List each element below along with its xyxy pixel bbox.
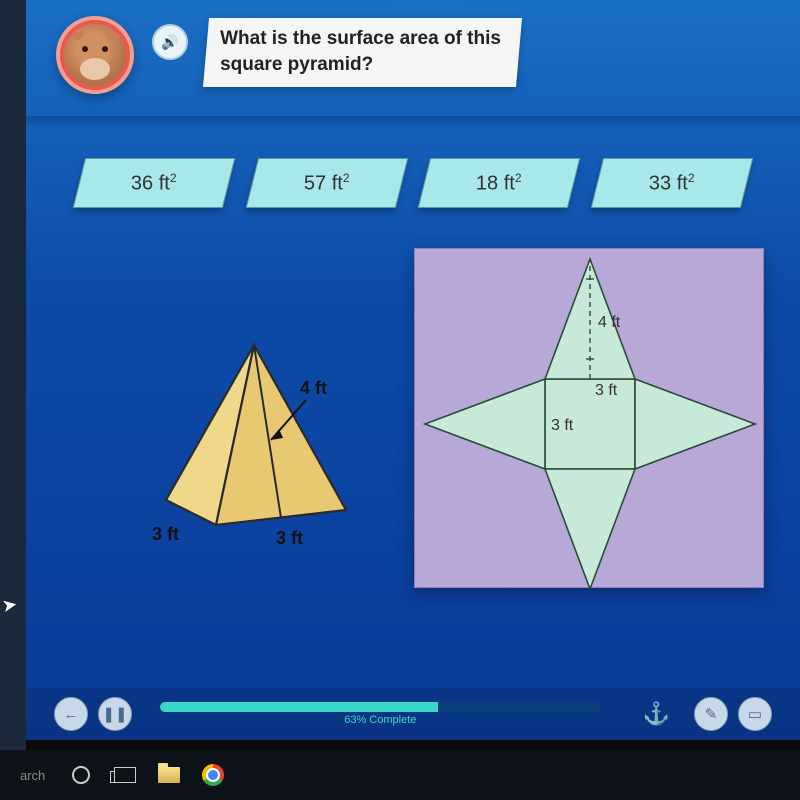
pyramid-base-right-label: 3 ft — [276, 528, 303, 549]
back-arrow-icon: ← — [64, 706, 79, 723]
file-explorer-button[interactable] — [149, 756, 189, 794]
chrome-button[interactable] — [193, 756, 233, 794]
question-line-2: square pyramid? — [220, 52, 501, 78]
chrome-icon — [202, 764, 224, 786]
question-line-1: What is the surface area of this — [220, 26, 501, 52]
question-box: What is the surface area of this square … — [203, 18, 522, 87]
answer-choice-1[interactable]: 36 ft2 — [73, 158, 235, 208]
task-view-button[interactable] — [105, 756, 145, 794]
net-left-side-label: 3 ft — [551, 417, 573, 435]
pyramid-net-panel: 4 ft 3 ft 3 ft — [414, 248, 764, 588]
progress-text: 63% Complete — [344, 714, 416, 726]
notes-button[interactable]: ▭ — [738, 697, 772, 731]
back-button[interactable]: ← — [54, 697, 88, 731]
learning-app-window: 🔊 What is the surface area of this squar… — [26, 0, 800, 740]
folder-icon — [158, 767, 180, 783]
answer-choices-row: 36 ft2 57 ft2 18 ft2 33 ft2 — [26, 158, 800, 208]
progress-bar[interactable] — [160, 702, 601, 712]
app-bottom-toolbar: ← ❚❚ 63% Complete ⚓ ✎ ▭ — [26, 688, 800, 740]
pencil-icon: ✎ — [705, 705, 718, 723]
net-top-side-label: 3 ft — [595, 382, 617, 400]
cortana-button[interactable] — [61, 756, 101, 794]
anchor-icon: ⚓ — [643, 701, 670, 727]
desktop-photo: ➤ 🔊 What is the surface area of this — [0, 0, 800, 800]
pyramid-net-svg — [415, 249, 765, 589]
pyramid-3d-figure: 4 ft 3 ft 3 ft — [136, 340, 356, 540]
left-dark-strip — [0, 0, 26, 780]
pyramid-3d-svg — [136, 340, 356, 550]
windows-taskbar: arch — [0, 750, 800, 800]
header-row: 🔊 What is the surface area of this squar… — [26, 16, 800, 94]
net-slant-label: 4 ft — [598, 314, 620, 332]
notes-icon: ▭ — [748, 705, 762, 723]
speaker-icon: 🔊 — [161, 34, 178, 51]
pyramid-base-left-label: 3 ft — [152, 524, 179, 545]
answer-choice-2[interactable]: 57 ft2 — [245, 158, 407, 208]
task-view-icon — [114, 767, 136, 783]
pause-button[interactable]: ❚❚ — [98, 697, 132, 731]
pause-icon: ❚❚ — [102, 705, 127, 723]
taskbar-search-text[interactable]: arch — [8, 768, 57, 783]
progress-fill — [160, 702, 438, 712]
progress-container: 63% Complete — [160, 702, 601, 726]
header-divider — [26, 116, 800, 126]
answer-choice-3[interactable]: 18 ft2 — [418, 158, 580, 208]
pyramid-slant-label: 4 ft — [300, 378, 327, 399]
play-audio-button[interactable]: 🔊 — [152, 24, 188, 60]
answer-choice-4[interactable]: 33 ft2 — [591, 158, 753, 208]
draw-tool-button[interactable]: ✎ — [694, 697, 728, 731]
hamster-face — [64, 24, 126, 86]
cortana-circle-icon — [72, 766, 90, 784]
character-avatar[interactable] — [56, 16, 134, 94]
